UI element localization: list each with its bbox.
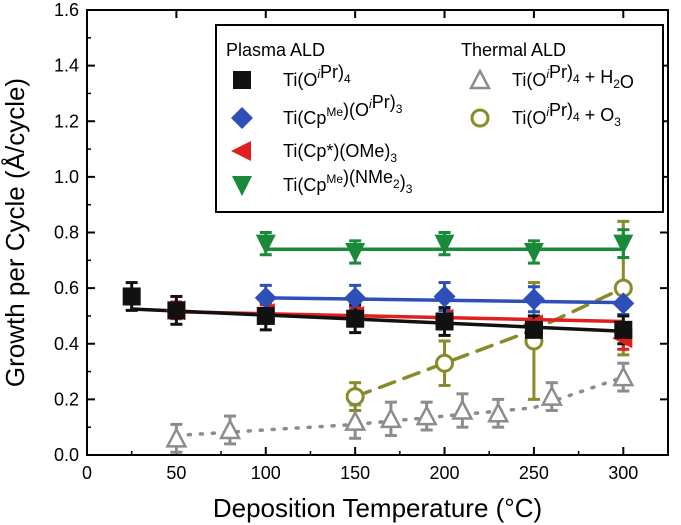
data-point <box>613 234 634 255</box>
data-point <box>122 287 141 306</box>
legend-marker <box>233 71 251 89</box>
y-tick-label: 0.0 <box>54 445 79 465</box>
y-tick-label: 0.4 <box>54 334 79 354</box>
y-tick-label: 0.8 <box>54 223 79 243</box>
legend-label: Ti(OiPr)4 + H2O <box>512 62 634 92</box>
data-point <box>614 320 633 339</box>
data-point <box>379 407 402 429</box>
fit-line <box>353 286 626 399</box>
data-point <box>524 320 543 339</box>
data-markers <box>122 234 635 448</box>
y-tick-label: 1.6 <box>54 0 79 20</box>
data-point <box>433 285 456 308</box>
y-tick-label: 1.4 <box>54 56 79 76</box>
legend-label: Ti(CpMe)(OiPr)3 <box>283 92 403 128</box>
legend-marker <box>231 141 251 161</box>
data-point <box>435 353 455 373</box>
data-point <box>167 301 186 320</box>
data-point <box>165 426 188 448</box>
x-tick-label: 0 <box>82 463 92 483</box>
data-point <box>254 286 277 309</box>
data-point <box>487 401 510 423</box>
data-point <box>434 234 455 255</box>
data-point <box>255 234 276 255</box>
legend-group-plasma: Plasma ALD <box>226 40 325 60</box>
y-tick-label: 0.2 <box>54 389 79 409</box>
legend-label: Ti(CpMe)(NMe2)3 <box>283 167 413 196</box>
legend-box <box>215 24 664 213</box>
x-tick-label: 150 <box>340 463 370 483</box>
data-point <box>256 306 275 325</box>
data-point <box>346 309 365 328</box>
x-axis-label: Deposition Temperature (°C) <box>213 493 542 523</box>
legend-label: Ti(OiPr)4 + O3 <box>512 100 621 129</box>
data-point <box>523 242 544 263</box>
data-point <box>612 365 635 387</box>
x-tick-label: 250 <box>519 463 549 483</box>
data-point <box>415 404 438 426</box>
data-point <box>345 242 366 263</box>
legend-group-thermal: Thermal ALD <box>461 40 566 60</box>
legend-marker <box>231 107 253 129</box>
legend-label: Ti(OiPr)4 <box>283 62 351 90</box>
x-tick-label: 200 <box>430 463 460 483</box>
y-tick-label: 1.2 <box>54 111 79 131</box>
legend-label: Ti(Cp*)(OMe)3 <box>283 141 397 165</box>
data-point <box>540 384 563 406</box>
x-tick-label: 300 <box>608 463 638 483</box>
data-point <box>435 312 454 331</box>
data-point <box>522 288 545 311</box>
axes: 0 50 100 150 200 250 300 0.0 0.2 0.4 0.6 0.8 1.0 1.2 1… <box>54 0 669 483</box>
legend-marker <box>470 108 490 128</box>
legend: Plasma ALD Thermal ALD Ti(OiPr)4Ti(CpMe)(O… <box>215 24 664 213</box>
y-tick-label: 1.0 <box>54 167 79 187</box>
x-tick-label: 50 <box>166 463 186 483</box>
data-point <box>344 286 367 309</box>
fit-line <box>174 375 626 438</box>
fit-lines <box>129 247 626 438</box>
x-tick-label: 100 <box>251 463 281 483</box>
y-axis-label: Growth per Cycle (Å/cycle) <box>0 78 30 387</box>
data-point <box>344 409 367 431</box>
legend-marker <box>468 68 492 90</box>
data-point <box>345 387 365 407</box>
data-point <box>451 398 474 420</box>
legend-marker <box>232 176 252 196</box>
data-point <box>612 292 635 315</box>
error-bars <box>125 219 630 454</box>
data-point <box>218 418 242 440</box>
y-tick-label: 0.6 <box>54 278 79 298</box>
